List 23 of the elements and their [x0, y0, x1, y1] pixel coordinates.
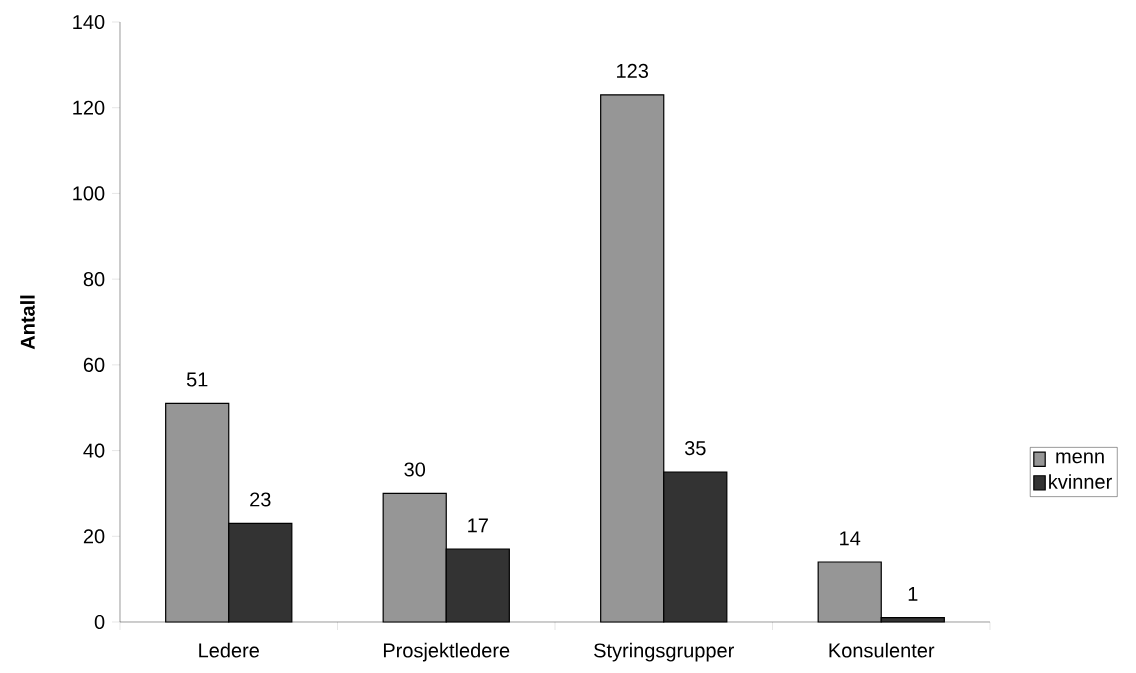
y-tick-label: 0: [94, 614, 105, 630]
y-axis-title: Antall: [20, 295, 35, 350]
y-tick-label: 80: [83, 272, 105, 287]
data-label: 123: [617, 63, 649, 78]
x-tick-label: Prosjektledere: [383, 642, 510, 662]
y-tick-label: 40: [83, 443, 105, 458]
data-label: 17: [468, 518, 488, 533]
data-label: 30: [404, 462, 426, 477]
x-tick-label: Styringsgrupper: [594, 642, 734, 662]
y-tick-label: 140: [73, 14, 105, 30]
data-label: 51: [186, 372, 208, 387]
y-tick-label: 120: [73, 100, 105, 115]
x-tick-label: Konsulenter: [829, 642, 935, 658]
data-label: 14: [840, 531, 861, 546]
data-label: 23: [250, 492, 271, 507]
y-tick-label: 100: [73, 186, 105, 201]
legend-label: menn: [1056, 452, 1104, 464]
data-label: 1: [908, 587, 918, 601]
y-tick-label: 20: [83, 529, 105, 544]
x-tick-label: Ledere: [199, 642, 259, 658]
legend-label: kvinner: [1049, 474, 1112, 489]
y-tick-label: 60: [83, 357, 105, 372]
data-label: 35: [684, 440, 706, 456]
